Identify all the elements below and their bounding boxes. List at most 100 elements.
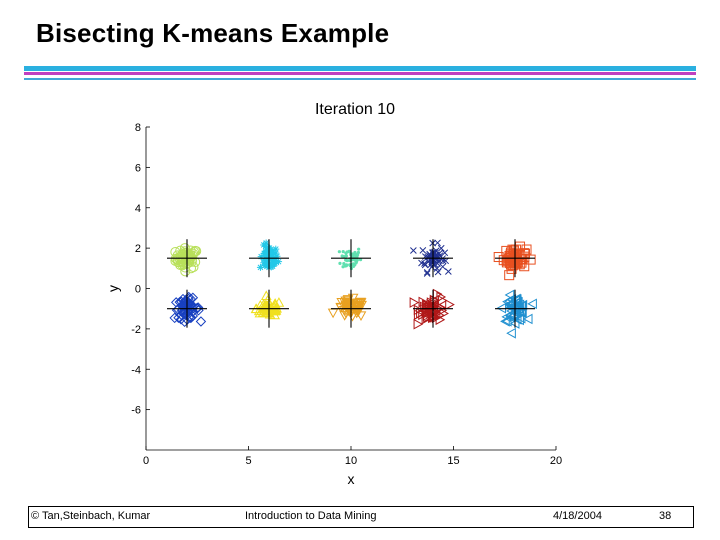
y-tick-label: 8 [135, 122, 141, 134]
x-tick-label: 15 [447, 455, 459, 467]
data-point [335, 302, 347, 313]
y-tick-label: -6 [131, 405, 141, 417]
data-point [439, 257, 447, 265]
data-point [527, 298, 537, 310]
x-tick-label: 0 [143, 455, 149, 467]
footer-page-number: 38 [659, 510, 672, 522]
data-point [260, 241, 268, 249]
y-tick-label: 0 [135, 284, 141, 296]
data-point [327, 308, 339, 319]
data-point [262, 245, 270, 253]
data-point [344, 254, 348, 258]
data-point [421, 313, 432, 325]
data-point [354, 260, 359, 264]
x-tick-label: 20 [550, 455, 562, 467]
data-point [504, 251, 515, 262]
data-point [413, 318, 424, 330]
data-point [269, 298, 281, 308]
data-point [270, 249, 278, 257]
footer-date: 4/18/2004 [553, 510, 602, 522]
data-point [522, 313, 533, 325]
data-point [434, 260, 441, 267]
data-point [351, 264, 356, 269]
y-tick-label: -4 [131, 364, 141, 376]
data-point [344, 258, 348, 262]
data-point [409, 297, 420, 308]
title-rule-magenta [24, 72, 696, 75]
data-point [441, 249, 449, 257]
data-point [342, 262, 346, 266]
data-point [418, 296, 429, 308]
title-rule-cyan [24, 66, 696, 71]
data-point [266, 252, 274, 260]
data-point [435, 314, 446, 326]
data-point [256, 305, 267, 315]
data-point [444, 268, 452, 275]
data-point [269, 262, 277, 270]
chart-title: Iteration 10 [315, 101, 395, 118]
footer-course-title: Introduction to Data Mining [245, 510, 377, 522]
data-point [506, 327, 516, 339]
title-rule-blue [24, 78, 696, 80]
data-point [264, 308, 276, 319]
data-point [341, 299, 353, 309]
data-point [269, 309, 281, 320]
data-point [357, 247, 361, 251]
data-point [445, 299, 455, 310]
data-point [514, 314, 524, 326]
data-point [269, 254, 277, 262]
data-point [351, 252, 355, 256]
data-point [416, 307, 426, 319]
data-point [504, 310, 515, 321]
data-point [353, 250, 357, 255]
data-point [515, 241, 526, 252]
y-tick-label: 4 [135, 203, 141, 215]
data-point [439, 263, 447, 271]
data-point [267, 263, 275, 271]
data-point [260, 259, 268, 267]
y-tick-label: 6 [135, 162, 141, 174]
data-point [273, 297, 285, 307]
data-point [517, 306, 527, 318]
data-point [519, 251, 530, 262]
data-point [338, 261, 342, 265]
data-point [175, 314, 187, 325]
data-point [419, 247, 427, 254]
data-point [356, 250, 361, 255]
x-tick-label: 10 [345, 455, 357, 467]
data-point [418, 259, 425, 267]
data-point [272, 245, 280, 253]
data-point [341, 249, 345, 254]
y-tick-label: 2 [135, 243, 141, 255]
slide-footer: © Tan,Steinbach, Kumar Introduction to D… [28, 506, 694, 528]
data-point [179, 251, 190, 262]
data-point [180, 249, 191, 260]
y-axis-label: y [105, 285, 121, 292]
data-point [179, 296, 190, 307]
data-point [345, 250, 349, 254]
data-point [343, 264, 347, 268]
data-point [340, 309, 352, 319]
data-point [337, 250, 341, 254]
data-point [424, 302, 434, 314]
data-point [262, 252, 270, 260]
data-point [257, 253, 265, 261]
footer-copyright: © Tan,Steinbach, Kumar [31, 510, 151, 522]
data-point [423, 268, 431, 276]
data-point [493, 252, 504, 263]
data-point [437, 295, 448, 306]
data-point [170, 246, 181, 257]
data-point [256, 263, 264, 271]
data-point [347, 311, 358, 322]
data-point [340, 254, 344, 258]
slide-title: Bisecting K-means Example [36, 18, 390, 48]
data-point [358, 257, 363, 262]
data-point [500, 315, 510, 327]
data-point [506, 294, 517, 305]
x-axis-label: x [348, 471, 355, 487]
data-point [355, 311, 367, 322]
data-point [273, 252, 281, 260]
data-point [264, 262, 272, 270]
data-point [410, 247, 417, 254]
